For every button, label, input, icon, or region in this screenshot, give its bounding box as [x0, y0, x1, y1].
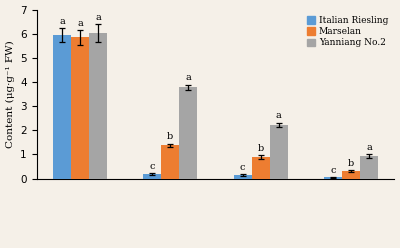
Y-axis label: Content (μg·g⁻¹ FW): Content (μg·g⁻¹ FW) — [6, 40, 15, 148]
Bar — [360, 156, 378, 179]
Text: c: c — [330, 166, 336, 175]
Text: a: a — [95, 13, 101, 22]
Bar — [71, 37, 89, 179]
Bar — [252, 157, 270, 179]
Bar — [179, 87, 198, 179]
Bar — [161, 146, 179, 179]
Bar — [270, 125, 288, 179]
Bar — [53, 35, 71, 179]
Text: b: b — [167, 132, 174, 141]
Text: b: b — [348, 159, 354, 168]
Text: a: a — [276, 111, 282, 120]
Text: a: a — [366, 143, 372, 152]
Text: c: c — [150, 162, 155, 171]
Bar — [143, 174, 161, 179]
Text: a: a — [186, 73, 191, 83]
Text: a: a — [77, 19, 83, 28]
Bar — [89, 33, 107, 179]
Text: a: a — [59, 17, 65, 26]
Bar — [342, 171, 360, 179]
Bar — [324, 177, 342, 179]
Legend: Italian Riesling, Marselan, Yanniang No.2: Italian Riesling, Marselan, Yanniang No.… — [305, 14, 390, 49]
Text: c: c — [240, 163, 245, 172]
Text: b: b — [258, 144, 264, 153]
Bar — [234, 175, 252, 179]
